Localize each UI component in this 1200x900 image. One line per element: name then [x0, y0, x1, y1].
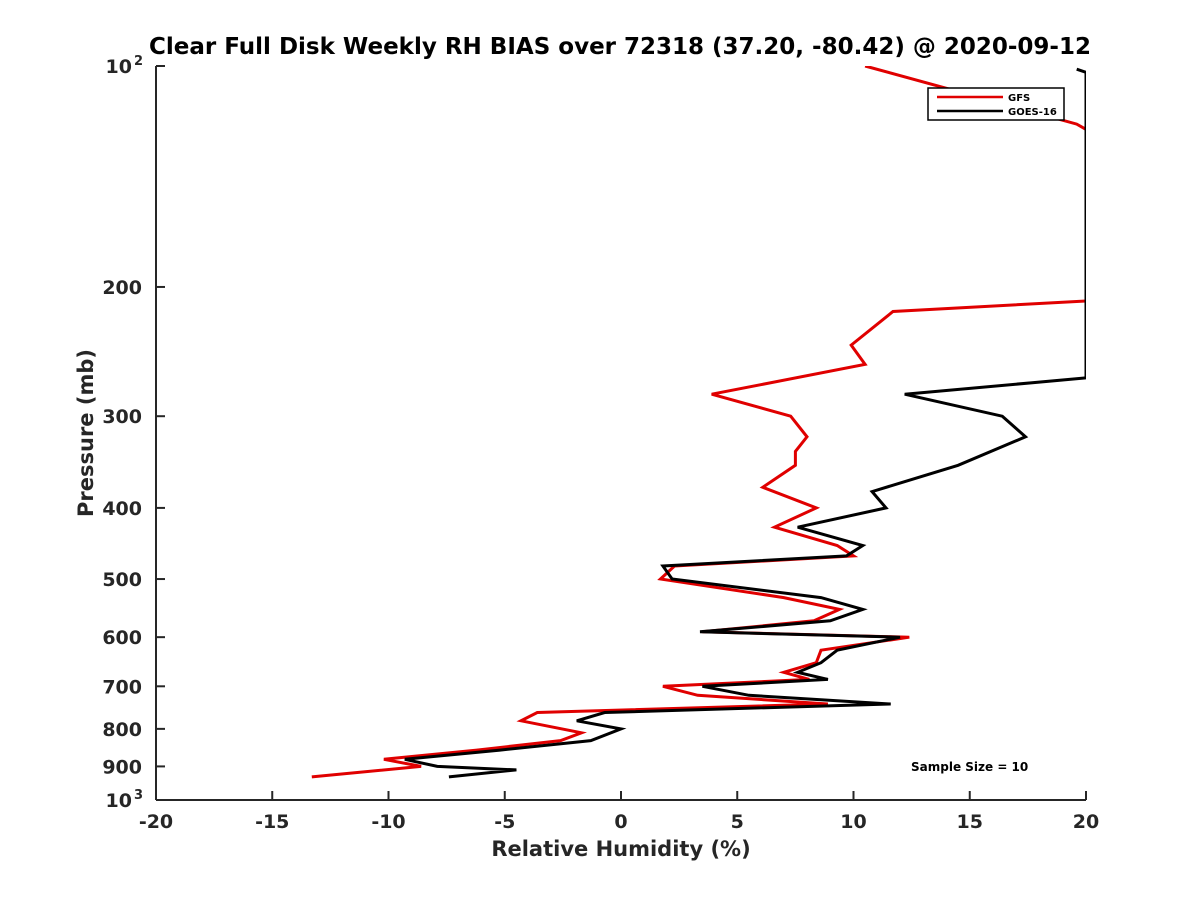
series-layer [311, 66, 1086, 779]
y-tick-label: 600 [102, 627, 142, 649]
x-tick-label: -20 [139, 811, 173, 833]
series-line-goes16 [404, 67, 1086, 779]
y-tick-label: 10 [106, 790, 132, 812]
y-axis-label: Pressure (mb) [74, 349, 98, 517]
x-tick-label: 20 [1073, 811, 1099, 833]
x-tick-label: 10 [840, 811, 866, 833]
series-line-gfs [311, 66, 1086, 779]
y-tick-label: 10 [106, 56, 132, 78]
y-tick-label: 400 [102, 498, 142, 520]
legend: GFS GOES-16 [927, 87, 1065, 121]
x-tick-label: -5 [494, 811, 515, 833]
legend-label-gfs: GFS [1008, 93, 1030, 104]
y-tick-label: 500 [102, 569, 142, 591]
x-axis-label: Relative Humidity (%) [491, 837, 750, 861]
chart-title: Clear Full Disk Weekly RH BIAS over 7231… [149, 34, 1091, 60]
y-tick-label-exponent: 3 [134, 788, 143, 803]
x-tick-label: 5 [731, 811, 744, 833]
y-tick-label: 300 [102, 406, 142, 428]
x-tick-label: 0 [614, 811, 627, 833]
y-tick-label: 700 [102, 676, 142, 698]
legend-box [927, 87, 1065, 121]
legend-label-goes16: GOES-16 [1008, 107, 1057, 118]
y-tick-label: 200 [102, 277, 142, 299]
x-tick-label: 15 [957, 811, 983, 833]
y-tick-label-exponent: 2 [134, 54, 143, 69]
x-tick-label: -15 [255, 811, 289, 833]
x-tick-label: -10 [371, 811, 405, 833]
sample-size-annotation: Sample Size = 10 [911, 760, 1028, 774]
y-tick-label: 900 [102, 756, 142, 778]
y-tick-label: 800 [102, 719, 142, 741]
